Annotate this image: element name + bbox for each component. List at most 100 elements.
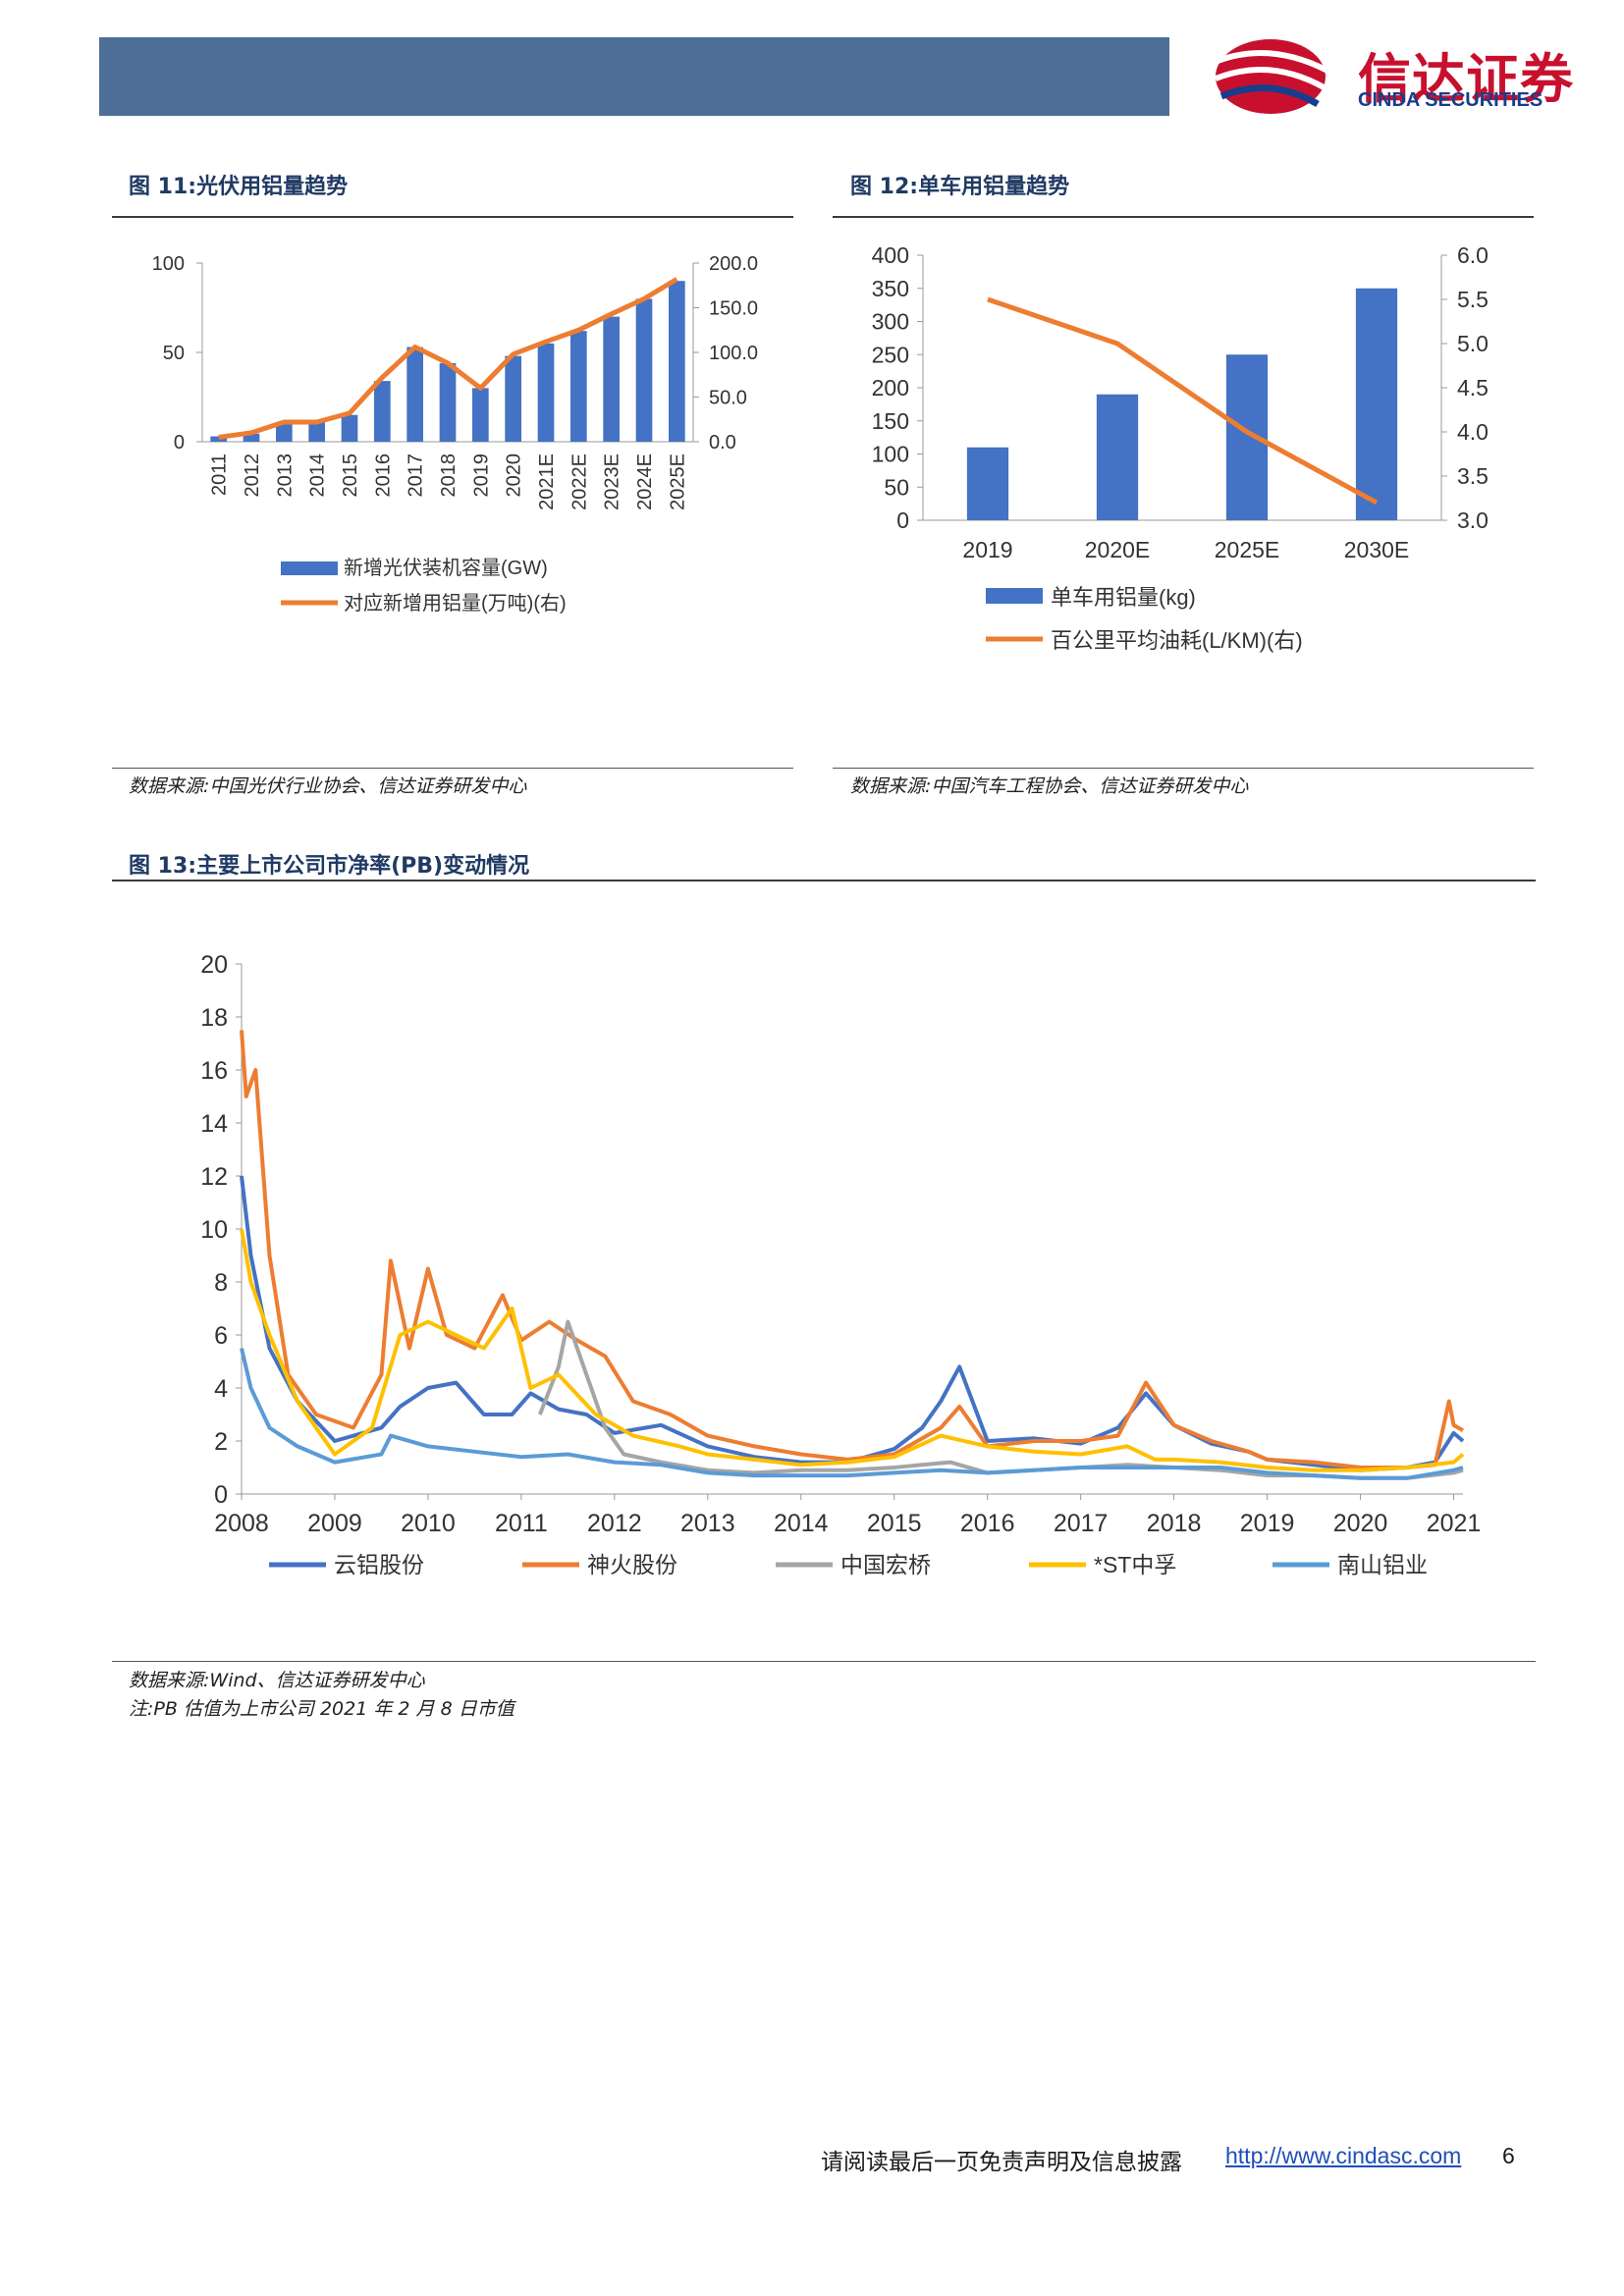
fig11-bar [635, 298, 653, 442]
fig13-y-tick-label: 10 [200, 1216, 228, 1244]
fig12-bar [1355, 288, 1398, 520]
fig12-x-tick-label: 2020E [1085, 537, 1151, 562]
fig12-right-tick-label: 4.5 [1457, 375, 1489, 400]
fig11-bar [374, 381, 391, 442]
fig13-x-tick-label: 2014 [774, 1510, 829, 1537]
fig13-x-tick-label: 2017 [1054, 1510, 1109, 1537]
fig12-legend-bar-swatch [986, 588, 1043, 604]
fig13-x-tick-label: 2019 [1240, 1510, 1295, 1537]
fig11-bar [570, 331, 587, 442]
logo-english-text: CINDA SECURITIES [1358, 89, 1543, 111]
fig13-y-tick-label: 0 [214, 1481, 228, 1509]
fig11-right-tick-label: 0.0 [709, 432, 736, 454]
fig11-x-tick-label: 2019 [470, 454, 492, 498]
fig11-x-tick-label: 2021E [536, 454, 558, 510]
fig11-bar [505, 355, 521, 442]
fig11-right-tick-label: 200.0 [709, 253, 758, 275]
fig12-bar [966, 447, 1009, 520]
fig12-left-tick-label: 300 [872, 309, 909, 335]
fig13-y-tick-label: 4 [214, 1375, 228, 1403]
fig11-title: 图 11:光伏用铝量趋势 [129, 175, 349, 199]
fig13-y-tick-label: 18 [200, 1004, 228, 1032]
fig13-y-tick-label: 14 [200, 1110, 228, 1138]
fig11-bar [210, 436, 227, 442]
fig11-chart: 0 50 100 0.0 50.0 100.0 150.0 200.0 2011 2012 2013… [152, 253, 758, 614]
fig12-x-tick-label: 2025E [1215, 537, 1280, 562]
fig12-bar [1096, 394, 1139, 520]
fig11-legend-bar-swatch [281, 561, 338, 575]
fig11-x-tick-label: 2012 [242, 454, 263, 498]
fig11-source: 数据来源:中国光伏行业协会、信达证券研发中心 [129, 775, 527, 797]
fig13-y-tick-label: 6 [214, 1322, 228, 1350]
fig13-x-tick-label: 2008 [214, 1510, 269, 1537]
fig11-bar [669, 281, 685, 442]
fig13-line-series [538, 1319, 1464, 1480]
fig12-bottom-rule [833, 768, 1534, 769]
fig12-line-series [987, 296, 1379, 506]
fig11-x-tick-label: 2011 [209, 454, 231, 496]
fig11-x-tick-label: 2025E [667, 454, 688, 510]
fig11-bar [472, 388, 489, 442]
fig12-title: 图 12:单车用铝量趋势 [850, 175, 1070, 199]
fig11-bar [537, 343, 555, 442]
fig13-top-rule [112, 880, 1536, 881]
fig11-x-tick-label: 2020 [504, 454, 525, 498]
fig13-chart: 0 2 4 6 8 10 12 14 16 18 20 2008 2009 2010 2011 2012 201… [200, 951, 1482, 1577]
fig11-x-tick-label: 2017 [406, 454, 427, 498]
fig13-x-tick-label: 2015 [867, 1510, 922, 1537]
fig11-bar [406, 347, 423, 442]
fig12-right-tick-label: 3.5 [1457, 463, 1489, 489]
fig12-left-tick-label: 150 [872, 408, 909, 434]
fig13-legend-label: *ST中孚 [1094, 1552, 1176, 1577]
fig11-legend-bar-label: 新增光伏装机容量(GW) [344, 557, 548, 579]
fig13-x-tick-label: 2021 [1427, 1510, 1482, 1537]
fig12-right-tick-label: 4.0 [1457, 419, 1489, 445]
fig12-left-tick-label: 100 [872, 442, 909, 467]
fig11-x-tick-label: 2014 [307, 454, 329, 498]
footer-disclaimer: 请阅读最后一页免责声明及信息披露 [821, 2150, 1182, 2175]
fig12-left-tick-label: 250 [872, 342, 909, 367]
fig13-legend-label: 神火股份 [587, 1552, 677, 1577]
fig13-y-tick-label: 8 [214, 1269, 228, 1297]
fig12-left-tick-label: 200 [872, 375, 909, 400]
fig11-bar [243, 433, 260, 442]
fig11-line-series [218, 277, 678, 440]
fig13-y-tick-label: 2 [214, 1428, 228, 1456]
fig11-bar [439, 362, 457, 442]
fig11-right-tick-label: 50.0 [709, 388, 747, 409]
header-bar [99, 37, 1169, 116]
cinda-logo-icon [1214, 39, 1329, 114]
fig11-bar [308, 421, 325, 442]
fig13-x-tick-label: 2013 [680, 1510, 735, 1537]
fig11-x-tick-label: 2023E [602, 454, 623, 510]
fig11-x-tick-label: 2018 [438, 454, 460, 498]
fig11-left-tick-label: 0 [174, 432, 185, 454]
fig11-right-tick-label: 150.0 [709, 298, 758, 320]
fig12-x-tick-label: 2019 [962, 537, 1012, 562]
fig12-right-tick-label: 5.0 [1457, 331, 1489, 356]
fig13-y-tick-label: 16 [200, 1057, 228, 1085]
fig12-right-tick-label: 5.5 [1457, 287, 1489, 312]
fig11-x-tick-label: 2022E [568, 454, 590, 510]
fig13-source: 数据来源:Wind、信达证券研发中心 [129, 1670, 425, 1691]
fig13-line-series [240, 1030, 1464, 1469]
fig13-legend-label: 南山铝业 [1337, 1552, 1428, 1577]
footer-url-link[interactable]: http://www.cindasc.com [1225, 2143, 1462, 2168]
fig13-title: 图 13:主要上市公司市净率(PB)变动情况 [129, 854, 530, 879]
fig13-legend-label: 中国宏桥 [840, 1552, 931, 1577]
fig13-x-tick-label: 2009 [307, 1510, 362, 1537]
fig11-left-tick-label: 100 [152, 253, 185, 275]
fig12-right-tick-label: 3.0 [1457, 507, 1489, 533]
fig13-bottom-rule [112, 1661, 1536, 1662]
fig13-x-tick-label: 2010 [401, 1510, 456, 1537]
fig12-top-rule [833, 216, 1534, 218]
fig13-note: 注:PB 估值为上市公司 2021 年 2 月 8 日市值 [129, 1698, 514, 1720]
fig13-x-tick-label: 2012 [587, 1510, 642, 1537]
fig13-x-tick-label: 2018 [1147, 1510, 1202, 1537]
fig11-x-tick-label: 2024E [634, 454, 656, 510]
fig11-x-tick-label: 2016 [372, 454, 394, 498]
fig12-right-tick-label: 6.0 [1457, 242, 1489, 268]
fig12-legend-bar-label: 单车用铝量(kg) [1051, 585, 1196, 610]
fig11-x-tick-label: 2013 [274, 454, 296, 498]
fig13-x-tick-label: 2011 [495, 1510, 548, 1537]
